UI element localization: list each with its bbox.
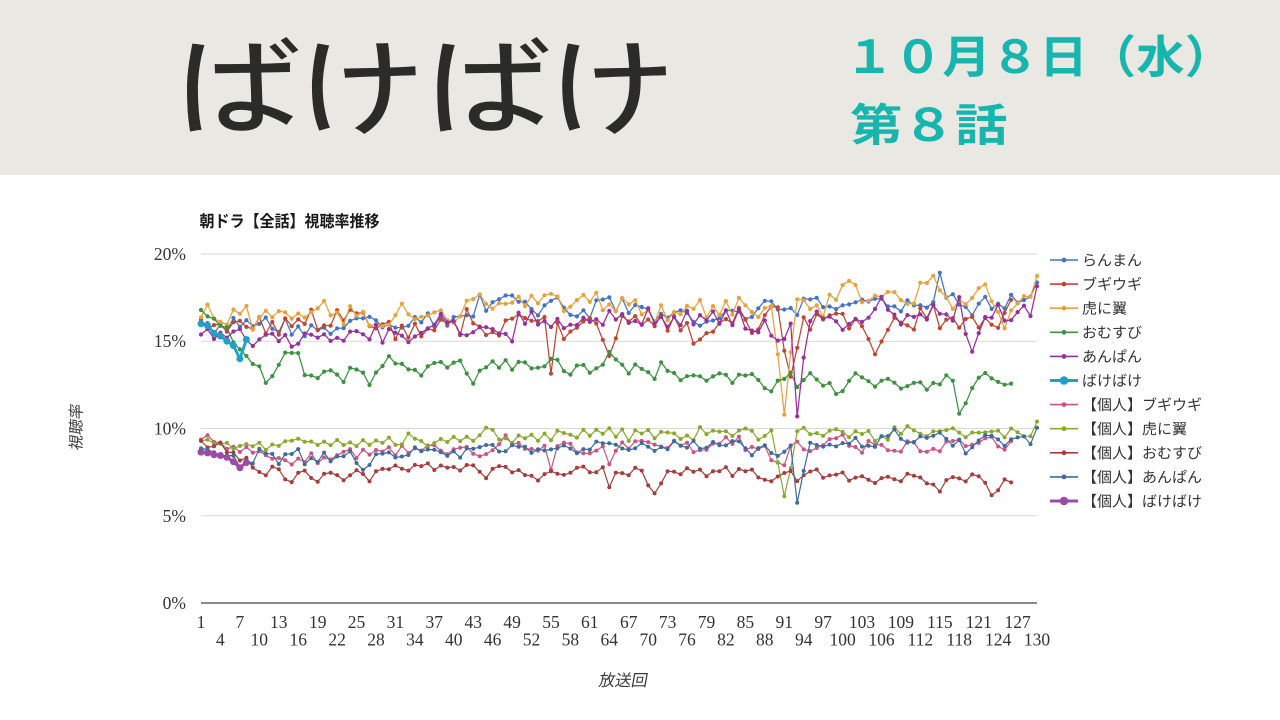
svg-text:55: 55 bbox=[542, 612, 560, 632]
svg-text:28: 28 bbox=[367, 630, 385, 650]
svg-text:58: 58 bbox=[562, 630, 580, 650]
svg-text:22: 22 bbox=[328, 630, 346, 650]
svg-text:43: 43 bbox=[464, 612, 482, 632]
svg-text:124: 124 bbox=[985, 630, 1012, 650]
svg-text:16: 16 bbox=[289, 630, 307, 650]
svg-text:76: 76 bbox=[678, 630, 696, 650]
svg-text:67: 67 bbox=[620, 612, 638, 632]
svg-text:112: 112 bbox=[907, 630, 933, 650]
svg-text:64: 64 bbox=[601, 630, 619, 650]
svg-text:118: 118 bbox=[946, 630, 972, 650]
svg-text:91: 91 bbox=[776, 612, 794, 632]
svg-text:49: 49 bbox=[503, 612, 521, 632]
svg-text:127: 127 bbox=[1004, 612, 1031, 632]
svg-text:94: 94 bbox=[795, 630, 813, 650]
svg-text:31: 31 bbox=[387, 612, 405, 632]
svg-text:40: 40 bbox=[445, 630, 463, 650]
svg-text:10%: 10% bbox=[154, 419, 186, 439]
svg-text:82: 82 bbox=[717, 630, 735, 650]
svg-text:13: 13 bbox=[270, 612, 288, 632]
svg-text:15%: 15% bbox=[154, 331, 186, 351]
svg-text:37: 37 bbox=[426, 612, 444, 632]
svg-text:10: 10 bbox=[251, 630, 269, 650]
svg-text:52: 52 bbox=[523, 630, 541, 650]
svg-text:61: 61 bbox=[581, 612, 599, 632]
svg-text:100: 100 bbox=[829, 630, 856, 650]
svg-text:1: 1 bbox=[197, 612, 206, 632]
svg-text:7: 7 bbox=[236, 612, 245, 632]
svg-text:70: 70 bbox=[639, 630, 657, 650]
svg-text:0%: 0% bbox=[163, 593, 186, 613]
svg-text:46: 46 bbox=[484, 630, 502, 650]
svg-text:88: 88 bbox=[756, 630, 774, 650]
svg-text:79: 79 bbox=[698, 612, 716, 632]
svg-text:97: 97 bbox=[814, 612, 832, 632]
svg-text:115: 115 bbox=[927, 612, 953, 632]
svg-text:121: 121 bbox=[966, 612, 992, 632]
svg-text:25: 25 bbox=[348, 612, 366, 632]
svg-text:106: 106 bbox=[868, 630, 895, 650]
svg-text:103: 103 bbox=[849, 612, 876, 632]
svg-text:130: 130 bbox=[1024, 630, 1051, 650]
svg-text:4: 4 bbox=[216, 630, 225, 650]
svg-text:34: 34 bbox=[406, 630, 424, 650]
svg-text:73: 73 bbox=[659, 612, 677, 632]
svg-text:20%: 20% bbox=[154, 244, 186, 264]
svg-text:5%: 5% bbox=[163, 506, 186, 526]
svg-text:85: 85 bbox=[737, 612, 755, 632]
svg-text:19: 19 bbox=[309, 612, 327, 632]
svg-text:109: 109 bbox=[888, 612, 915, 632]
